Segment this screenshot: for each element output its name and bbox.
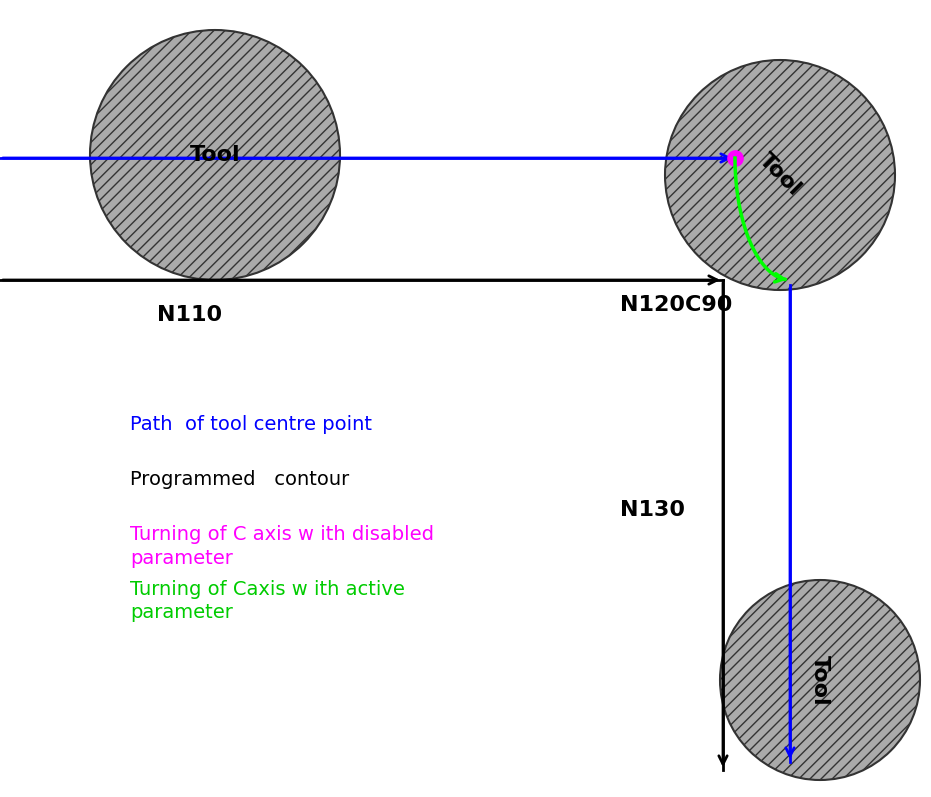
Text: Tool: Tool <box>810 654 830 705</box>
Ellipse shape <box>720 580 920 780</box>
Text: Tool: Tool <box>755 150 805 200</box>
Text: Turning of Caxis w ith active
parameter: Turning of Caxis w ith active parameter <box>130 580 405 622</box>
Ellipse shape <box>665 60 895 290</box>
Text: Tool: Tool <box>190 145 240 165</box>
Text: N120C90: N120C90 <box>620 295 733 315</box>
Text: N110: N110 <box>157 305 223 325</box>
Text: Programmed   contour: Programmed contour <box>130 470 349 489</box>
Ellipse shape <box>90 30 340 280</box>
Text: Path  of tool centre point: Path of tool centre point <box>130 415 372 434</box>
Text: Turning of C axis w ith disabled
parameter: Turning of C axis w ith disabled paramet… <box>130 525 434 567</box>
Text: N130: N130 <box>620 500 685 520</box>
